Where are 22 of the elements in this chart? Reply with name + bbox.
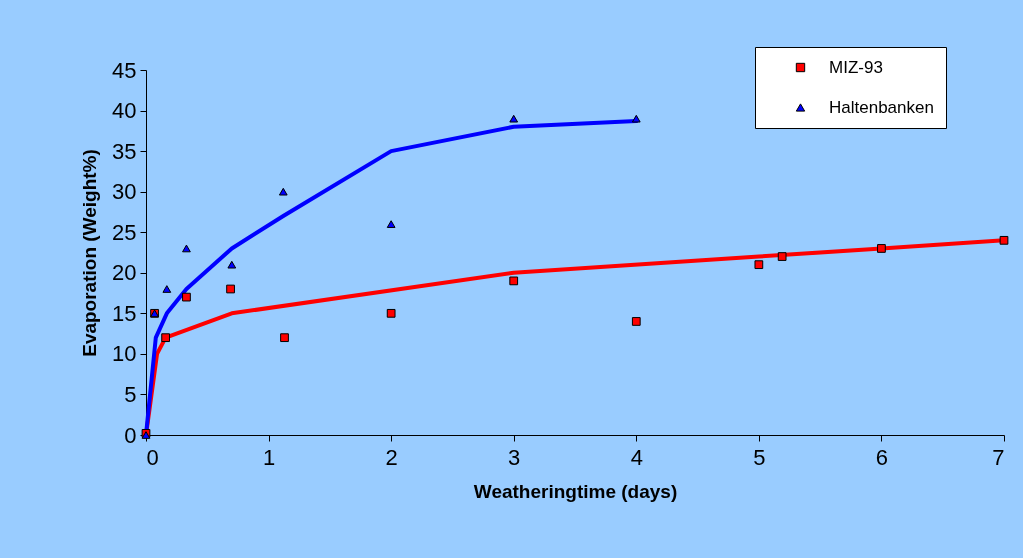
- x-tick-label: 1: [262, 444, 276, 470]
- x-tick-label: 4: [630, 444, 643, 470]
- legend-label: Haltenbanken: [829, 97, 934, 117]
- y-tick-label: 20: [112, 260, 137, 286]
- y-tick-label: 30: [112, 179, 137, 205]
- y-tick-label: 45: [112, 57, 137, 83]
- x-tick-label: 2: [385, 444, 398, 470]
- legend-label: MIZ-93: [829, 57, 883, 77]
- y-tick-label: 0: [124, 422, 137, 448]
- x-tick-label: 7: [992, 444, 1005, 470]
- y-tick-label: 10: [112, 341, 137, 367]
- x-tick-label: 3: [508, 444, 521, 470]
- x-axis-title: Weatheringtime (days): [473, 480, 678, 502]
- y-tick-label: 5: [124, 381, 137, 407]
- y-tick-label: 35: [112, 138, 137, 164]
- y-tick-label: 40: [112, 98, 137, 124]
- y-tick-label: 25: [112, 219, 137, 245]
- x-tick-label: 6: [875, 444, 889, 470]
- y-tick-label: 15: [112, 300, 137, 326]
- y-axis-title: Evaporation (Weight%): [79, 149, 101, 357]
- x-tick-label: 5: [753, 444, 766, 470]
- x-tick-label: 0: [146, 444, 159, 470]
